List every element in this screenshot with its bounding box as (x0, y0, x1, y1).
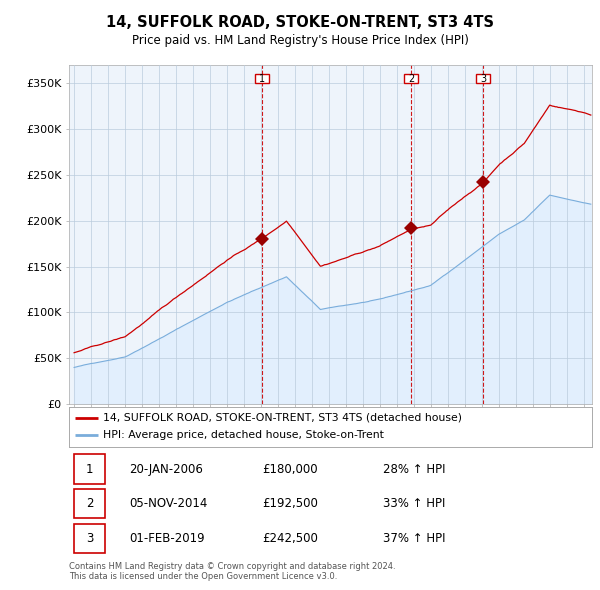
Text: Contains HM Land Registry data © Crown copyright and database right 2024.
This d: Contains HM Land Registry data © Crown c… (69, 562, 395, 581)
FancyBboxPatch shape (404, 74, 418, 83)
Text: 3: 3 (86, 532, 93, 545)
FancyBboxPatch shape (74, 489, 104, 518)
Text: 14, SUFFOLK ROAD, STOKE-ON-TRENT, ST3 4TS: 14, SUFFOLK ROAD, STOKE-ON-TRENT, ST3 4T… (106, 15, 494, 30)
Text: 05-NOV-2014: 05-NOV-2014 (129, 497, 208, 510)
Text: 2: 2 (86, 497, 93, 510)
Text: 1: 1 (86, 463, 93, 476)
Text: 28% ↑ HPI: 28% ↑ HPI (383, 463, 445, 476)
Text: £180,000: £180,000 (263, 463, 318, 476)
FancyBboxPatch shape (74, 454, 104, 484)
Text: £242,500: £242,500 (263, 532, 319, 545)
FancyBboxPatch shape (74, 523, 104, 553)
Text: 3: 3 (480, 74, 486, 84)
Text: 2: 2 (408, 74, 414, 84)
FancyBboxPatch shape (255, 74, 269, 83)
Text: 33% ↑ HPI: 33% ↑ HPI (383, 497, 445, 510)
Text: Price paid vs. HM Land Registry's House Price Index (HPI): Price paid vs. HM Land Registry's House … (131, 34, 469, 47)
Text: 01-FEB-2019: 01-FEB-2019 (129, 532, 205, 545)
Text: 1: 1 (259, 74, 265, 84)
FancyBboxPatch shape (476, 74, 490, 83)
Text: HPI: Average price, detached house, Stoke-on-Trent: HPI: Average price, detached house, Stok… (103, 430, 384, 440)
Text: 37% ↑ HPI: 37% ↑ HPI (383, 532, 445, 545)
Text: 20-JAN-2006: 20-JAN-2006 (129, 463, 203, 476)
Text: £192,500: £192,500 (263, 497, 319, 510)
Text: 14, SUFFOLK ROAD, STOKE-ON-TRENT, ST3 4TS (detached house): 14, SUFFOLK ROAD, STOKE-ON-TRENT, ST3 4T… (103, 413, 462, 423)
